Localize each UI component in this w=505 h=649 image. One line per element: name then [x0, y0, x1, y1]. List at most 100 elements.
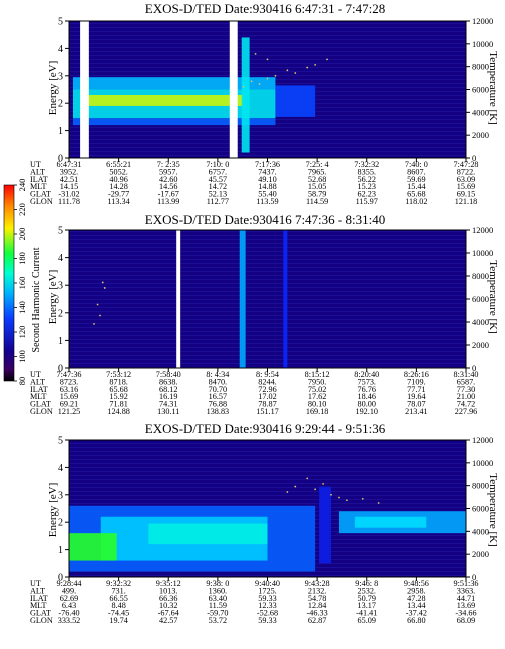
colorbar-tick-label: 160: [17, 277, 27, 290]
y2-tick-label: 0: [472, 153, 476, 163]
table-cell: 15.92: [109, 392, 127, 401]
table-cell: 76.88: [209, 400, 227, 409]
y2-tick-label: 6000: [472, 504, 489, 514]
table-row-label: UT: [30, 160, 41, 169]
panel-3-y2label: Temperature [K]: [487, 473, 499, 546]
table-row-label: MLT: [30, 392, 47, 401]
table-cell: 113.99: [157, 197, 179, 206]
panel-2-y2label: Temperature [K]: [487, 260, 499, 333]
table-cell: 7109.: [407, 377, 425, 386]
table-cell: 16.19: [159, 392, 177, 401]
table-cell: 11.59: [209, 601, 227, 610]
temperature-point: [377, 502, 380, 504]
table-cell: 8:31:40: [453, 370, 478, 379]
table-cell: 7:58:40: [156, 370, 181, 379]
panel-3-ylabel: Energy [eV]: [47, 483, 59, 537]
table-cell: 8470.: [209, 377, 227, 386]
table-cell: 7:32:32: [354, 160, 379, 169]
table-cell: -29.77: [108, 190, 129, 199]
colorbar-label: Second Harmonic Current: [31, 247, 42, 352]
table-cell: 15.44: [407, 182, 425, 191]
panel-2-ylabel: Energy [eV]: [47, 270, 59, 324]
table-cell: -31.02: [58, 190, 79, 199]
table-cell: 59.33: [258, 616, 276, 625]
table-cell: 53.72: [209, 616, 227, 625]
colorbar-tick-label: 100: [17, 350, 27, 363]
y-tick-label: 5: [58, 436, 63, 447]
table-cell: 62.23: [358, 190, 376, 199]
table-cell: 75.02: [308, 385, 326, 394]
table-cell: -52.68: [257, 609, 278, 618]
table-cell: 8722.: [457, 167, 475, 176]
table-cell: 7:10: 0: [206, 160, 229, 169]
table-row-label: MLT: [30, 601, 47, 610]
table-cell: 15.69: [457, 182, 475, 191]
table-cell: 112.77: [207, 197, 229, 206]
y2-tick-label: 12000: [472, 16, 493, 26]
table-cell: 56.22: [358, 175, 376, 184]
temperature-point: [314, 488, 317, 491]
table-row-label: ILAT: [30, 175, 48, 184]
table-cell: 8:20:40: [354, 370, 379, 379]
table-cell: 113.59: [256, 197, 278, 206]
table-cell: 15.05: [308, 182, 326, 191]
table-cell: 68.12: [159, 385, 177, 394]
table-cell: 8718.: [109, 377, 127, 386]
colorbar-tick-label: 220: [17, 203, 27, 216]
table-cell: 52.13: [209, 190, 227, 199]
table-cell: 12.33: [258, 601, 276, 610]
table-cell: -37.42: [406, 609, 427, 618]
table-cell: 6.43: [62, 601, 76, 610]
table-cell: 8.48: [111, 601, 125, 610]
table-cell: 6757.: [209, 167, 227, 176]
table-cell: 80.00: [358, 400, 376, 409]
table-row-label: ILAT: [30, 594, 48, 603]
table-cell: 7965.: [308, 167, 326, 176]
y-tick-label: 0: [58, 573, 63, 584]
heat-region: [241, 37, 250, 153]
table-cell: -59.70: [207, 609, 228, 618]
temperature-point: [250, 80, 253, 83]
heat-region: [72, 118, 276, 126]
y-tick-label: 0: [58, 364, 63, 375]
y2-tick-label: 6000: [472, 294, 489, 304]
y-tick-label: 3: [58, 281, 63, 292]
table-cell: 7:40: 0: [405, 160, 428, 169]
table-cell: 114.59: [306, 197, 328, 206]
heat-region: [319, 486, 332, 564]
temperature-point: [326, 58, 328, 61]
table-cell: 13.44: [407, 601, 425, 610]
temperature-point: [101, 281, 104, 284]
table-row-label: UT: [30, 370, 41, 379]
y2-tick-label: 2000: [472, 549, 489, 559]
data-gap: [229, 21, 238, 158]
heat-region: [283, 230, 288, 368]
colorbar-tick-label: 140: [17, 301, 27, 314]
y2-tick-label: 8000: [472, 271, 489, 281]
table-cell: 7:47:28: [453, 160, 478, 169]
table-cell: 10.32: [159, 601, 177, 610]
heat-region: [275, 85, 316, 117]
table-cell: 227.96: [455, 407, 478, 416]
y2-tick-label: 4000: [472, 526, 489, 536]
table-cell: 14.28: [109, 182, 127, 191]
table-cell: 151.17: [256, 407, 279, 416]
y2-tick-label: 8000: [472, 481, 489, 491]
table-cell: 71.81: [109, 400, 127, 409]
table-cell: 2132.: [308, 586, 326, 595]
y2-tick-label: 4000: [472, 317, 489, 327]
table-cell: 8355.: [358, 167, 376, 176]
table-cell: 63.16: [60, 385, 78, 394]
temperature-point: [99, 314, 101, 317]
panel-3-title: EXOS-D/TED Date:930416 9:29:44 - 9:51:36: [145, 421, 386, 436]
y-tick-label: 5: [58, 226, 63, 237]
temperature-point: [294, 72, 297, 74]
temperature-point: [266, 58, 269, 61]
table-cell: 14.15: [60, 182, 78, 191]
table-cell: 7:25: 4: [306, 160, 329, 169]
table-cell: 70.70: [209, 385, 227, 394]
table-cell: 78.07: [407, 400, 425, 409]
data-gap: [176, 230, 181, 368]
table-cell: 8: 9:54: [256, 370, 279, 379]
table-cell: 8: 4:34: [206, 370, 229, 379]
